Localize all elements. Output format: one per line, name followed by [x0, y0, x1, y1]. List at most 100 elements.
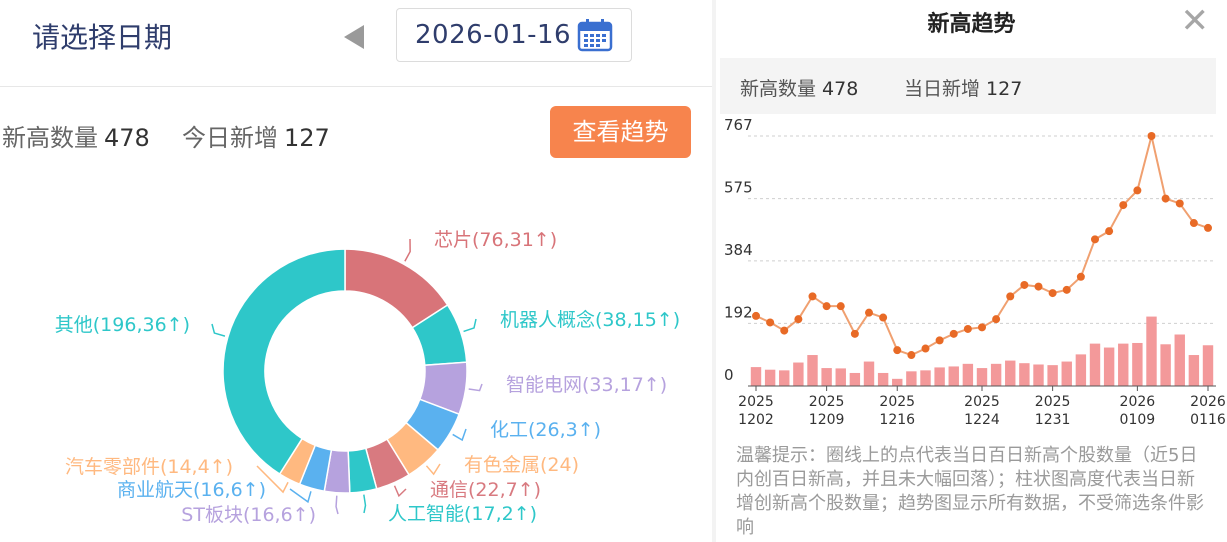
x-tick-date: 0109	[1120, 412, 1156, 428]
trend-new-high: 新高数量 478	[740, 74, 858, 101]
bar	[1061, 361, 1072, 386]
data-point[interactable]	[1119, 201, 1128, 210]
bar	[920, 370, 931, 386]
today-new-label: 今日新增	[182, 124, 278, 152]
sector-donut-chart: 芯片(76,31↑) 机器人概念(38,15↑) 智能电网(33,17↑) 化工(26…	[55, 229, 680, 526]
data-point[interactable]	[1161, 194, 1170, 203]
date-value: 2026-01-16	[415, 20, 572, 50]
donut-label-line	[211, 323, 226, 337]
data-point[interactable]	[752, 311, 760, 320]
bar	[1033, 364, 1044, 386]
bar	[779, 370, 790, 386]
data-point[interactable]	[822, 302, 831, 311]
view-trend-button[interactable]: 查看趋势	[550, 106, 691, 158]
bar	[1103, 347, 1115, 386]
bar	[906, 371, 917, 386]
data-point[interactable]	[794, 315, 803, 324]
data-point[interactable]	[1076, 272, 1085, 281]
data-point[interactable]	[949, 329, 958, 338]
bar	[948, 366, 959, 386]
data-point[interactable]	[935, 336, 944, 345]
x-tick-date: 1209	[809, 412, 845, 428]
today-new-value: 127	[284, 124, 330, 152]
y-tick-label: 767	[724, 118, 753, 134]
data-point[interactable]	[1133, 186, 1142, 195]
data-point[interactable]	[879, 313, 888, 322]
close-icon[interactable]: ✕	[1180, 1, 1210, 41]
data-point[interactable]	[766, 318, 775, 327]
bar	[1019, 363, 1030, 386]
trend-stats-bar: 新高数量 478 当日新增 127	[720, 58, 1216, 114]
bar	[892, 378, 903, 386]
data-point[interactable]	[865, 308, 873, 317]
data-point[interactable]	[1189, 219, 1198, 228]
x-tick-date: 0116	[1190, 412, 1226, 428]
bar	[764, 369, 776, 386]
x-tick-year: 2025	[879, 394, 915, 410]
data-point[interactable]	[1034, 282, 1043, 291]
x-tick-date: 1202	[738, 412, 774, 428]
bar	[1118, 343, 1129, 386]
data-point[interactable]	[978, 323, 986, 332]
donut-label-line	[463, 318, 477, 333]
date-picker[interactable]: 2026-01-16	[396, 8, 632, 62]
new-high-value: 478	[104, 124, 150, 152]
x-tick-year: 2025	[738, 394, 774, 410]
bar	[1188, 355, 1200, 386]
data-point[interactable]	[1062, 285, 1071, 294]
bar	[962, 363, 974, 386]
data-point[interactable]	[921, 344, 930, 353]
date-selector-panel: 请选择日期 2026-01-16 新高数量 478 今日新增 127 查看趋势 芯片…	[0, 8, 712, 526]
data-point[interactable]	[1105, 227, 1114, 236]
data-point[interactable]	[992, 315, 1001, 324]
data-point[interactable]	[1091, 235, 1099, 244]
new-high-count: 新高数量 478	[2, 118, 150, 153]
data-point[interactable]	[907, 351, 916, 360]
select-date-title: 请选择日期	[32, 21, 173, 54]
y-tick-label: 0	[724, 366, 734, 384]
donut-label: 智能电网(33,17↑)	[506, 374, 667, 396]
data-point[interactable]	[780, 326, 789, 335]
data-point[interactable]	[836, 302, 845, 311]
x-tick-year: 2025	[1035, 394, 1071, 410]
donut-label: 机器人概念(38,15↑)	[500, 308, 680, 331]
data-point[interactable]	[1175, 199, 1184, 208]
data-point[interactable]	[850, 329, 859, 338]
data-point[interactable]	[1147, 132, 1156, 140]
bar	[1075, 354, 1087, 386]
y-tick-label: 575	[724, 179, 753, 197]
data-point[interactable]	[1006, 292, 1015, 301]
data-point[interactable]	[1204, 223, 1212, 232]
data-point[interactable]	[1048, 289, 1057, 298]
bar	[793, 362, 804, 386]
bar	[750, 367, 762, 386]
bar	[1005, 360, 1016, 386]
new-high-label: 新高数量	[2, 124, 98, 152]
donut-label: 化工(26,3↑)	[490, 419, 601, 441]
bar	[1089, 343, 1101, 386]
donut-label: 芯片(76,31↑)	[434, 229, 557, 251]
trend-new-high-value: 478	[822, 78, 859, 100]
bar	[821, 368, 832, 386]
data-point[interactable]	[963, 324, 972, 333]
bar	[1047, 365, 1058, 386]
panel-divider	[712, 0, 716, 542]
x-tick-date: 1216	[879, 412, 915, 428]
data-point[interactable]	[808, 292, 817, 301]
data-point[interactable]	[893, 346, 902, 355]
data-point[interactable]	[1020, 280, 1029, 289]
donut-label: 汽车零部件(14,4↑)	[65, 456, 233, 478]
bar	[807, 355, 818, 386]
bar	[1174, 334, 1185, 386]
previous-date-arrow-icon[interactable]	[344, 25, 364, 49]
donut-label-line	[393, 485, 407, 498]
donut-label: 商业航天(16,6↑)	[117, 479, 266, 501]
bar	[849, 372, 861, 386]
donut-slice[interactable]	[222, 248, 346, 476]
donut-label-line	[425, 463, 441, 476]
trend-panel: 新高趋势 ✕ 新高数量 478 当日新增 127 0 192 384 575 767 2025…	[716, 0, 1227, 542]
donut-label-line	[335, 495, 339, 515]
donut-label: 人工智能(17,2↑)	[388, 503, 537, 525]
x-tick-year: 2025	[809, 394, 845, 410]
donut-label: 有色金属(24)	[464, 454, 579, 476]
